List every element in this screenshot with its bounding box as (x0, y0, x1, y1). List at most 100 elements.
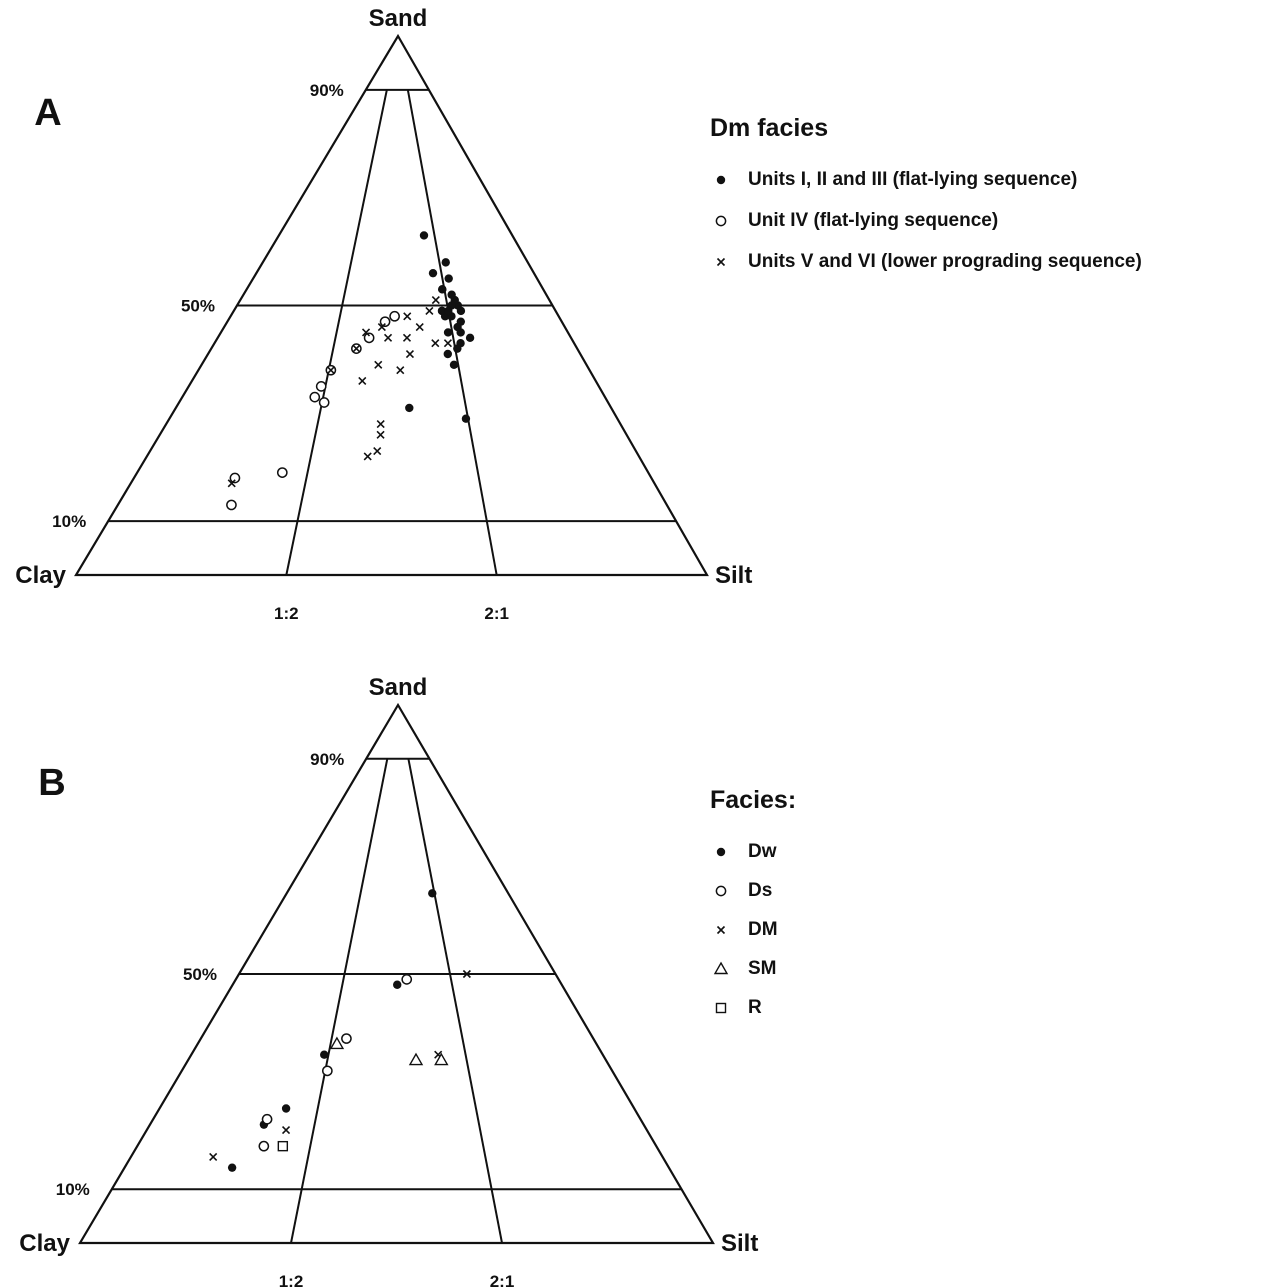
data-point (258, 1140, 270, 1152)
legend-marker (715, 885, 727, 897)
legend-marker (716, 257, 726, 267)
open-circle-icon (710, 880, 732, 902)
series-open-circle (226, 310, 400, 511)
ratio-label: 1:2 (279, 1272, 304, 1288)
panel-letter: A (34, 92, 61, 134)
legend-marker (713, 961, 729, 975)
legend-label: R (748, 997, 762, 1018)
panel-letter: B (38, 762, 65, 804)
legend-label: Ds (748, 880, 773, 901)
data-point (462, 969, 471, 979)
vertex-label-sand: Sand (369, 5, 428, 32)
series-filled-circle (227, 889, 437, 1172)
data-point (393, 980, 402, 989)
data-point (431, 339, 440, 348)
legend-marker (716, 847, 726, 857)
data-point (434, 1052, 449, 1066)
legend-title: Facies: (710, 786, 797, 814)
data-point (376, 430, 385, 439)
data-point (227, 479, 236, 488)
data-point (363, 332, 375, 344)
legend-entry: DM (710, 919, 796, 941)
data-point (281, 1104, 291, 1113)
series-open-circle (258, 974, 413, 1152)
sand-level-label: 90% (310, 81, 344, 100)
data-point (277, 1140, 289, 1152)
series-open-square (277, 1140, 289, 1152)
legend-label: DM (748, 919, 778, 940)
ratio-label: 2:1 (490, 1272, 515, 1288)
ratio-1-2-line (285, 89, 388, 576)
data-point (320, 1050, 329, 1059)
data-point (322, 1065, 333, 1077)
legend-label: Units V and VI (lower prograding sequenc… (748, 251, 1142, 272)
data-point (431, 296, 440, 305)
data-point (408, 1052, 424, 1066)
ratio-label: 2:1 (484, 604, 509, 623)
data-point (419, 231, 429, 240)
data-point (376, 420, 385, 429)
legend-entry: SM (710, 958, 796, 980)
legend-marker (715, 215, 727, 227)
sand-level-label: 10% (56, 1180, 90, 1199)
legend-entry: Ds (710, 880, 796, 902)
data-point (428, 268, 438, 278)
legend-entry: Unit IV (flat-lying sequence) (710, 210, 1142, 232)
data-point (401, 974, 413, 985)
legend-title: Dm facies (710, 114, 829, 142)
data-point (444, 306, 453, 316)
cross-icon (710, 251, 732, 273)
filled-circle-icon (710, 841, 732, 863)
data-point (465, 333, 475, 343)
series-cross (209, 969, 471, 1161)
data-point (383, 333, 393, 342)
ratio-2-1-line (407, 758, 503, 1244)
data-point (396, 366, 405, 375)
sand-level-label: 50% (183, 965, 217, 984)
data-point (453, 344, 462, 353)
sand-level-label: 10% (52, 512, 86, 531)
vertex-label-clay: Clay (19, 1230, 70, 1257)
legend-panel-b: Facies: Dw Ds DM SM R (710, 786, 796, 1036)
vertex-label-silt: Silt (721, 1230, 758, 1257)
legend-label: Units I, II and III (flat-lying sequence… (748, 169, 1078, 190)
data-point (261, 1113, 273, 1125)
sand-level-label: 90% (310, 750, 344, 769)
data-point (405, 403, 414, 413)
data-point (229, 472, 241, 484)
legend-entry: Units I, II and III (flat-lying sequence… (710, 169, 1142, 191)
data-point (352, 344, 361, 353)
series-cross (227, 296, 452, 488)
legend-entry: Dw (710, 841, 796, 863)
data-point (341, 1033, 352, 1044)
data-point (209, 1152, 218, 1161)
legend-label: Dw (748, 841, 777, 862)
data-point (443, 339, 452, 348)
cross-icon (710, 919, 732, 941)
data-point (227, 1163, 237, 1172)
ternary-panel-b: Sand Clay Silt 90% 50% 10% 1:2 2:1 B (19, 674, 758, 1288)
ternary-panel-a: Sand Clay Silt 90% 50% 10% 1:2 2:1 A (15, 5, 752, 623)
data-point (315, 381, 327, 392)
data-point (438, 285, 447, 294)
data-point (374, 360, 383, 369)
data-point (461, 414, 471, 423)
data-point (361, 328, 371, 337)
data-point (363, 452, 372, 461)
filled-circle-icon (710, 169, 732, 191)
data-point (447, 290, 456, 299)
open-triangle-icon (710, 958, 732, 980)
data-point (389, 310, 400, 322)
data-point (443, 349, 452, 359)
vertex-label-clay: Clay (15, 562, 66, 589)
data-point (444, 274, 453, 283)
legend-label: Unit IV (flat-lying sequence) (748, 210, 999, 231)
series-open-triangle (329, 1036, 449, 1066)
open-circle-icon (710, 210, 732, 232)
legend-entry: Units V and VI (lower prograding sequenc… (710, 251, 1142, 273)
data-point (281, 1125, 291, 1135)
vertex-label-sand: Sand (369, 674, 428, 701)
data-point (326, 366, 335, 375)
legend-entry: R (710, 997, 796, 1019)
open-square-icon (710, 997, 732, 1019)
